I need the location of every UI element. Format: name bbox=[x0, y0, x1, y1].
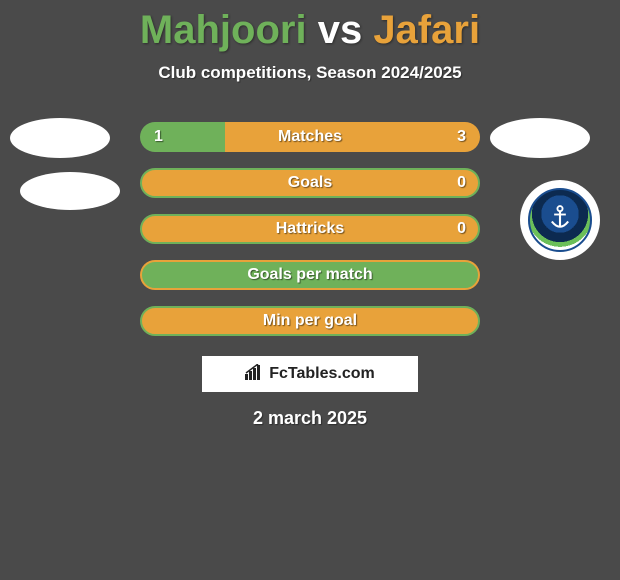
bars-icon bbox=[245, 364, 263, 385]
stat-bar-row: Hattricks0 bbox=[140, 214, 480, 244]
stat-bar-row: Matches1 3 bbox=[140, 122, 480, 152]
player2-name: Jafari bbox=[373, 8, 480, 52]
bar-value-right: 0 bbox=[457, 168, 466, 198]
bar-value-right: 3 bbox=[457, 122, 466, 152]
stat-bar-row: Min per goal bbox=[140, 306, 480, 336]
subtitle: Club competitions, Season 2024/2025 bbox=[0, 63, 620, 83]
player1-name: Mahjoori bbox=[140, 8, 307, 52]
crest-icon bbox=[528, 188, 592, 252]
bar-label: Min per goal bbox=[140, 306, 480, 336]
bar-label: Matches bbox=[140, 122, 480, 152]
player1-badge-top bbox=[10, 118, 110, 158]
stat-bar-row: Goals per match bbox=[140, 260, 480, 290]
brand-text: FcTables.com bbox=[269, 365, 375, 383]
bar-label: Goals per match bbox=[140, 260, 480, 290]
club-crest bbox=[520, 180, 600, 260]
bar-value-right: 0 bbox=[457, 214, 466, 244]
bar-label: Hattricks bbox=[140, 214, 480, 244]
player1-badge-bottom bbox=[20, 172, 120, 210]
anchor-icon bbox=[546, 204, 574, 232]
stat-bars: Matches13Goals0Hattricks0Goals per match… bbox=[140, 122, 480, 352]
brand-box[interactable]: FcTables.com bbox=[202, 356, 418, 392]
bar-value-left: 1 bbox=[154, 122, 163, 152]
vs-text: vs bbox=[307, 8, 374, 52]
date-text: 2 march 2025 bbox=[0, 408, 620, 429]
stat-bar-row: Goals0 bbox=[140, 168, 480, 198]
bar-label: Goals bbox=[140, 168, 480, 198]
player2-badge-top bbox=[490, 118, 590, 158]
page-title: Mahjoori vs Jafari bbox=[0, 0, 620, 53]
